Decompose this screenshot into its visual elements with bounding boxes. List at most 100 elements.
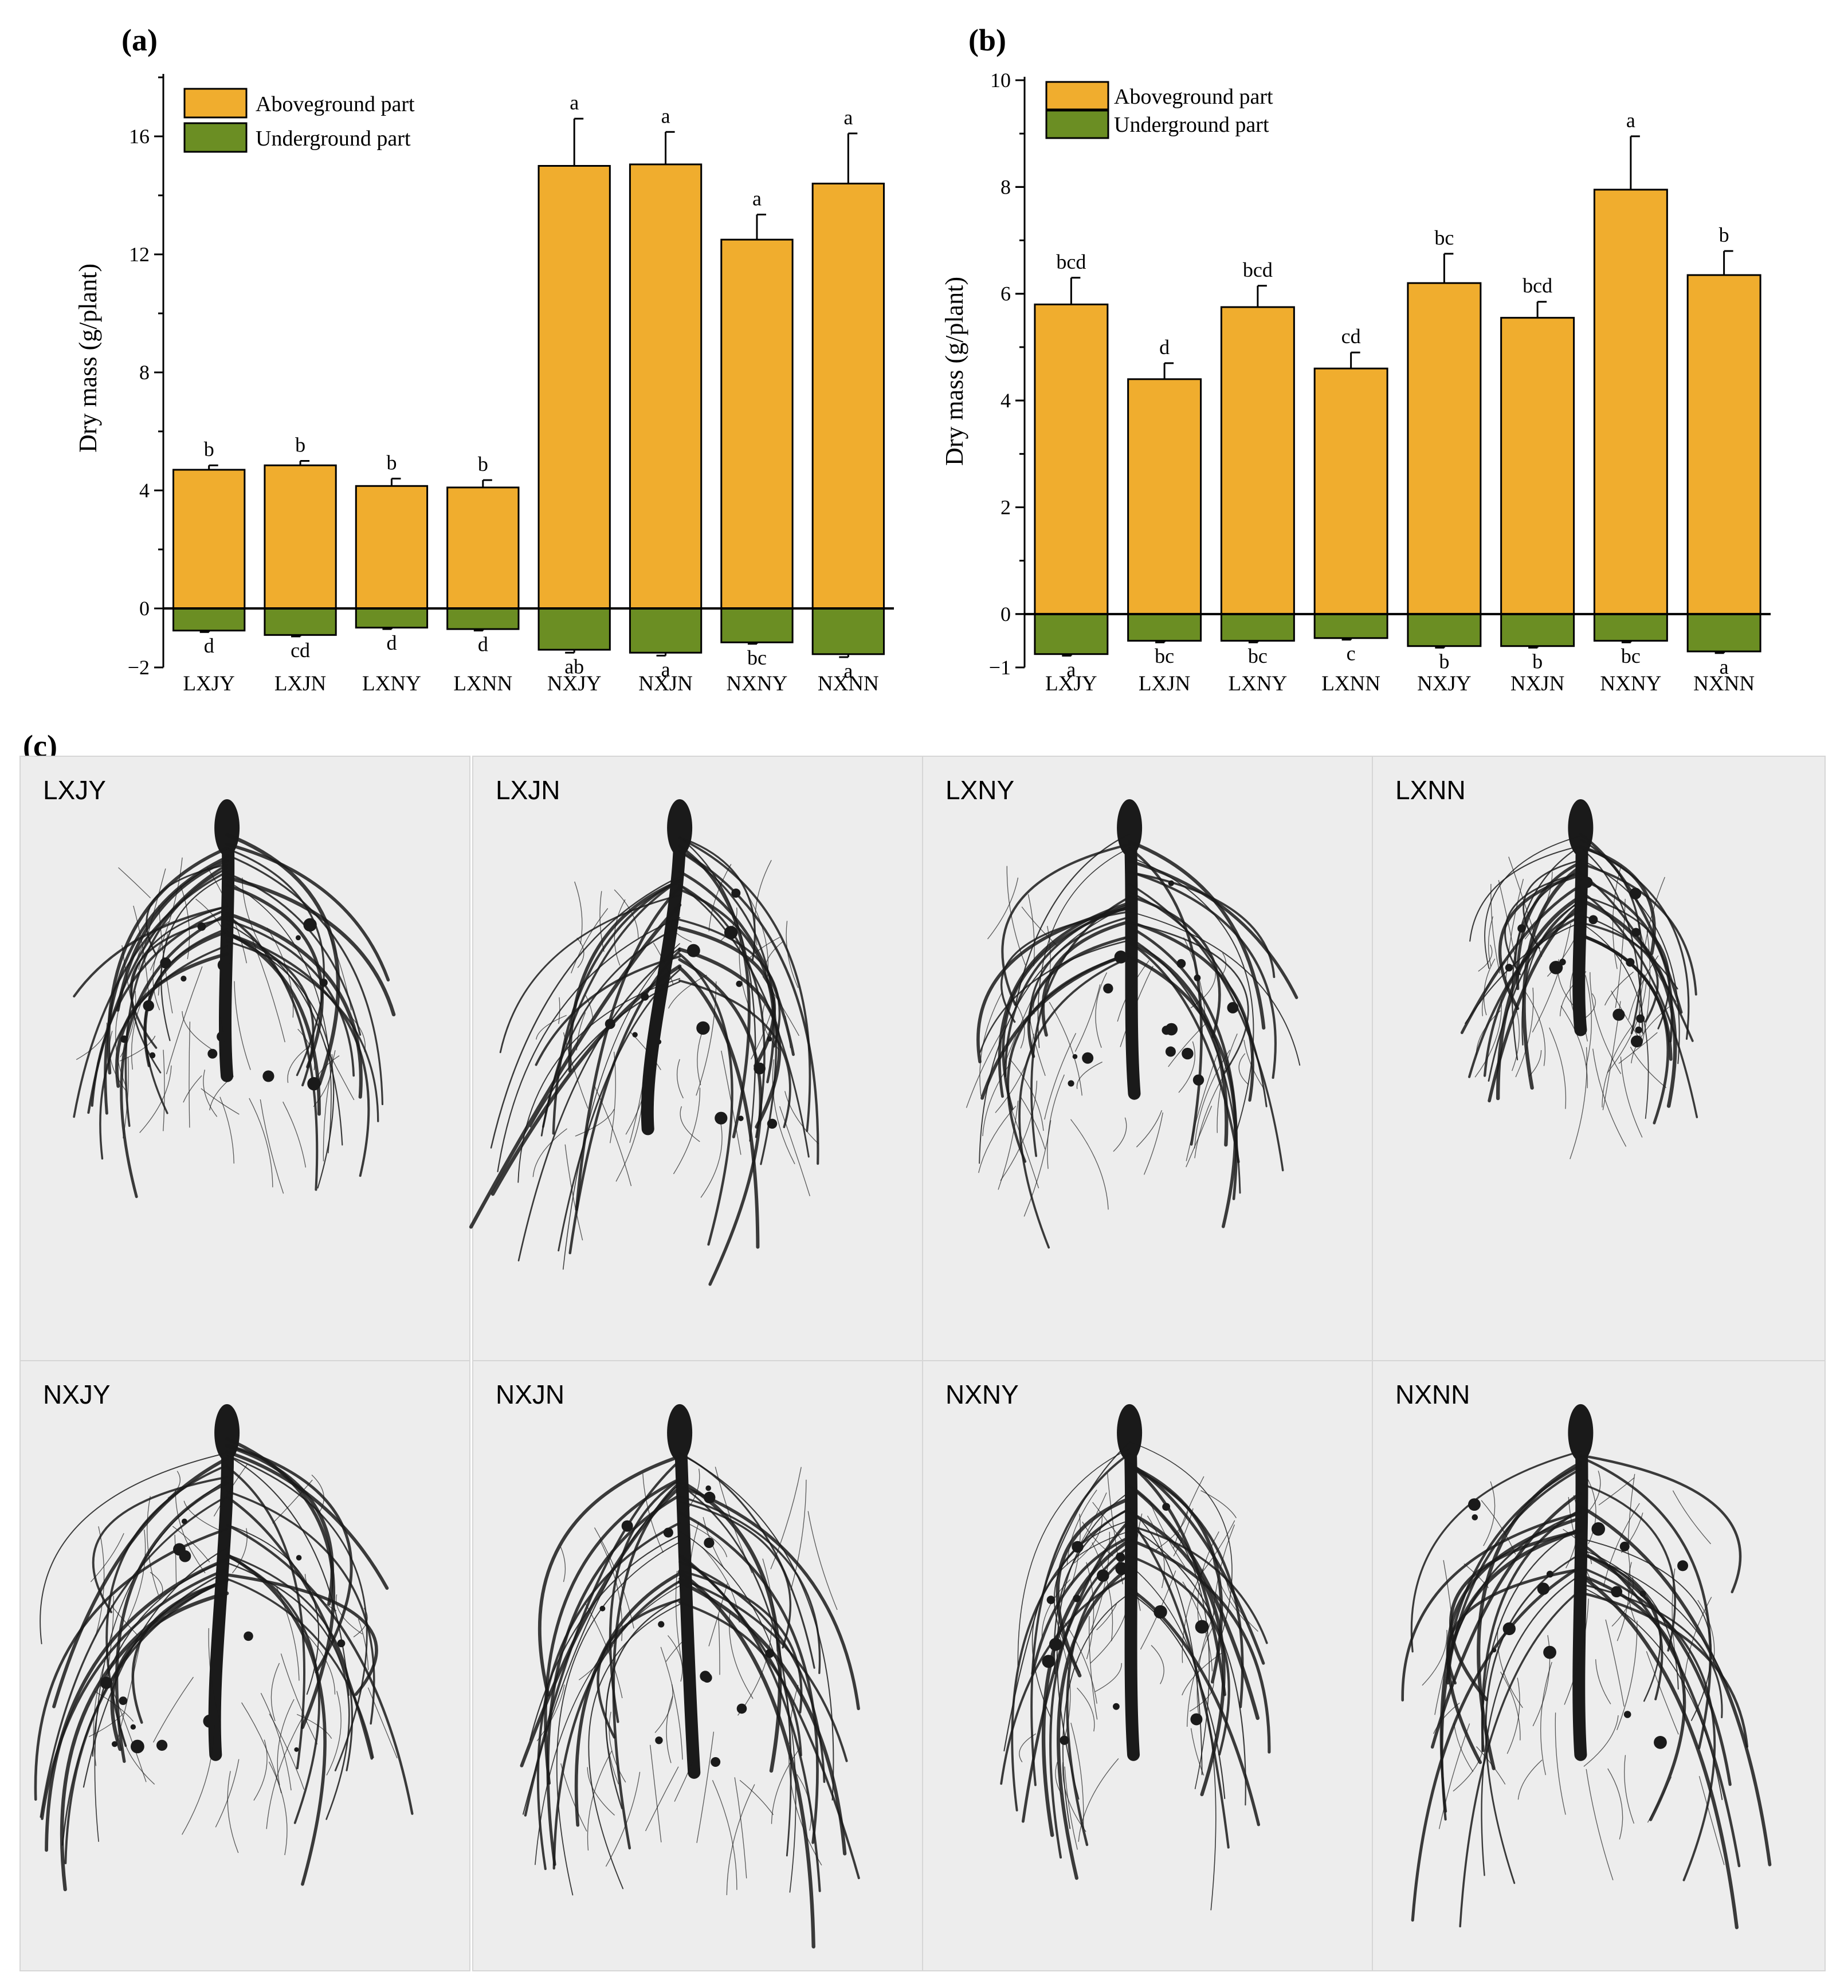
fine-root <box>1482 961 1505 1016</box>
x-category-label: LXNN <box>453 672 512 696</box>
root-nodule <box>1162 1026 1171 1035</box>
root-system <box>1000 1404 1271 1911</box>
root-nodule <box>1472 1514 1478 1521</box>
root-nodule <box>296 1555 302 1561</box>
lateral-root <box>1580 1538 1712 1721</box>
lateral-root <box>116 859 229 1012</box>
chart-b: (b) Dry mass (g/plant) −10246810bcdaLXJY… <box>940 23 1771 696</box>
lateral-root <box>1031 1535 1131 1675</box>
fine-root <box>260 1692 292 1791</box>
lateral-root <box>1449 1529 1583 1702</box>
photo-label: NXJN <box>496 1380 564 1409</box>
fine-root <box>558 997 560 1024</box>
lateral-root <box>1041 920 1131 1037</box>
lateral-root <box>678 1561 826 1783</box>
fine-root <box>232 1528 248 1574</box>
root-nodule <box>655 1736 663 1745</box>
fine-root <box>1433 1702 1460 1734</box>
lateral-root <box>1128 883 1284 1172</box>
lateral-root <box>678 1577 848 1762</box>
lateral-root <box>45 1558 229 1852</box>
root-nodule <box>119 1696 128 1706</box>
fine-root <box>1602 1024 1634 1107</box>
fine-root <box>324 1043 355 1101</box>
fine-root <box>1027 894 1035 967</box>
fine-root <box>1616 1549 1631 1641</box>
fine-root <box>673 1087 701 1174</box>
root-nodule <box>1468 1498 1481 1511</box>
fine-root <box>1628 955 1659 1020</box>
photo-background <box>922 1360 1373 1971</box>
fine-root <box>1604 971 1634 1006</box>
lateral-root <box>1062 1593 1130 1829</box>
fine-root <box>726 1784 755 1895</box>
fine-root <box>1568 1497 1596 1590</box>
fine-root <box>1033 980 1047 1015</box>
lateral-root <box>225 1495 374 1760</box>
y-tick-label: 0 <box>139 597 150 620</box>
root-photo-nxny: NXNY <box>922 1360 1373 1971</box>
fine-root <box>253 1739 268 1801</box>
root-nodule <box>686 944 700 957</box>
fine-root <box>1697 1600 1715 1664</box>
fine-root <box>1646 1651 1679 1735</box>
fine-root <box>1238 1053 1249 1085</box>
fine-root <box>1627 1474 1635 1543</box>
lateral-root <box>588 1604 681 1889</box>
lateral-root <box>678 836 756 1142</box>
fine-root <box>670 918 692 942</box>
root-nodule <box>307 1076 321 1091</box>
root-nodule <box>632 1032 638 1038</box>
fine-root <box>1607 983 1647 1073</box>
fine-root <box>771 1747 801 1824</box>
bar-underground <box>1593 613 1668 642</box>
lateral-root <box>1579 1504 1772 1867</box>
fine-root <box>560 1546 566 1582</box>
lateral-root <box>1579 838 1643 1035</box>
y-tick-label: 16 <box>129 125 150 148</box>
fine-root <box>1226 1579 1258 1632</box>
root-nodule <box>1153 1605 1167 1619</box>
bar-aboveground <box>1127 378 1202 615</box>
photo-label: NXNY <box>945 1380 1019 1409</box>
fine-root <box>576 937 584 968</box>
lateral-root <box>1446 1516 1583 1765</box>
lateral-root <box>678 1601 802 1757</box>
fine-root <box>642 1474 664 1553</box>
lateral-root <box>1128 871 1276 979</box>
fine-root <box>119 1035 156 1062</box>
fine-root <box>1194 1062 1232 1158</box>
lateral-root <box>678 885 810 1158</box>
root-nodule <box>1619 1541 1630 1551</box>
fine-root <box>1221 952 1227 976</box>
root-nodule <box>1113 1703 1120 1710</box>
lateral-root <box>41 1567 229 1820</box>
fine-root <box>136 921 170 961</box>
fine-root <box>712 1779 737 1890</box>
fine-root <box>1041 1579 1071 1638</box>
lateral-root <box>1128 1525 1268 1644</box>
lateral-root <box>1411 1565 1582 1922</box>
lateral-root <box>94 1480 227 1842</box>
fine-root <box>1512 1004 1520 1071</box>
lateral-root <box>1579 845 1690 1040</box>
fine-root <box>1046 926 1051 992</box>
fine-root <box>1006 866 1026 965</box>
fine-root <box>701 1546 740 1623</box>
lateral-root <box>225 912 363 1099</box>
bar-underground <box>1686 613 1761 653</box>
fine-root <box>1021 1097 1046 1150</box>
fine-root <box>227 1771 239 1853</box>
fine-root <box>183 1075 202 1103</box>
fine-root <box>995 1034 1034 1113</box>
x-category-label: LXJY <box>183 672 234 696</box>
fine-root <box>287 1045 311 1083</box>
lateral-root <box>1401 1511 1582 1702</box>
lateral-root <box>1128 870 1277 1079</box>
root-nodule <box>1046 1596 1056 1604</box>
fine-root <box>1076 1062 1102 1089</box>
y-tick-label: 2 <box>1000 496 1011 518</box>
fine-root <box>788 1684 799 1745</box>
lateral-root <box>537 1455 682 1697</box>
lateral-root <box>99 944 228 1160</box>
